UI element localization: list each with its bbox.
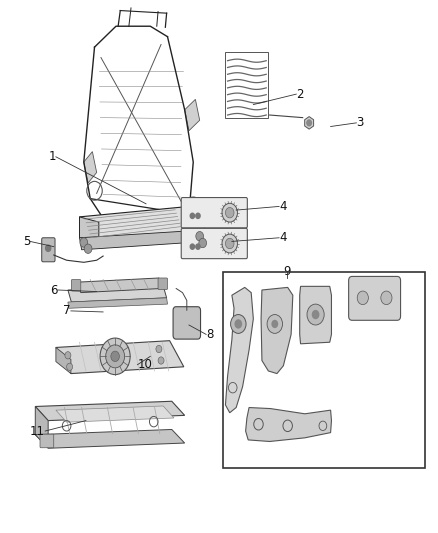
- FancyBboxPatch shape: [181, 228, 247, 259]
- FancyBboxPatch shape: [42, 238, 55, 262]
- Circle shape: [222, 203, 237, 222]
- Polygon shape: [35, 430, 185, 448]
- Polygon shape: [84, 151, 97, 183]
- Polygon shape: [261, 287, 293, 374]
- Polygon shape: [68, 286, 166, 302]
- Text: 2: 2: [296, 87, 304, 101]
- Circle shape: [234, 319, 242, 329]
- Circle shape: [106, 345, 124, 368]
- Polygon shape: [226, 287, 253, 413]
- Polygon shape: [79, 230, 206, 250]
- Text: 4: 4: [279, 200, 286, 213]
- FancyBboxPatch shape: [349, 277, 401, 320]
- Polygon shape: [185, 99, 200, 131]
- Polygon shape: [246, 408, 332, 441]
- Circle shape: [381, 291, 392, 305]
- Circle shape: [156, 345, 162, 353]
- Circle shape: [84, 244, 92, 254]
- Text: 3: 3: [357, 116, 364, 130]
- Circle shape: [267, 314, 283, 333]
- Circle shape: [312, 310, 319, 319]
- Circle shape: [307, 304, 324, 325]
- FancyBboxPatch shape: [173, 306, 201, 339]
- Circle shape: [190, 244, 194, 249]
- Polygon shape: [56, 406, 174, 422]
- Text: 7: 7: [64, 304, 71, 317]
- Polygon shape: [56, 348, 71, 374]
- FancyBboxPatch shape: [158, 278, 167, 289]
- Circle shape: [67, 363, 73, 370]
- Text: 11: 11: [30, 425, 45, 438]
- Polygon shape: [79, 217, 99, 243]
- Bar: [223, 272, 425, 467]
- FancyBboxPatch shape: [40, 434, 54, 448]
- Circle shape: [226, 207, 234, 218]
- Circle shape: [196, 244, 200, 249]
- Circle shape: [190, 213, 194, 219]
- Circle shape: [158, 357, 164, 364]
- Circle shape: [111, 351, 120, 361]
- Circle shape: [230, 314, 246, 333]
- Circle shape: [80, 238, 88, 247]
- Circle shape: [226, 238, 234, 249]
- Polygon shape: [68, 298, 167, 308]
- Polygon shape: [305, 117, 314, 129]
- Circle shape: [65, 352, 71, 359]
- Circle shape: [357, 291, 368, 305]
- Circle shape: [222, 234, 237, 253]
- Circle shape: [306, 119, 312, 126]
- Circle shape: [46, 245, 51, 252]
- Circle shape: [196, 213, 200, 219]
- Text: 10: 10: [138, 358, 152, 371]
- Text: 9: 9: [283, 265, 290, 278]
- Polygon shape: [35, 407, 48, 447]
- Text: 5: 5: [23, 235, 30, 248]
- Circle shape: [100, 338, 130, 375]
- Circle shape: [199, 238, 207, 248]
- Text: 1: 1: [48, 150, 56, 163]
- Text: 6: 6: [50, 284, 58, 296]
- Polygon shape: [35, 401, 185, 421]
- FancyBboxPatch shape: [181, 198, 247, 228]
- Circle shape: [272, 320, 278, 328]
- Polygon shape: [300, 286, 332, 344]
- Polygon shape: [78, 278, 162, 293]
- Text: 4: 4: [279, 231, 286, 244]
- FancyBboxPatch shape: [71, 279, 81, 291]
- Circle shape: [196, 231, 204, 241]
- Text: 8: 8: [206, 328, 213, 341]
- Polygon shape: [79, 206, 206, 243]
- Polygon shape: [56, 341, 184, 374]
- Bar: [226, 52, 268, 118]
